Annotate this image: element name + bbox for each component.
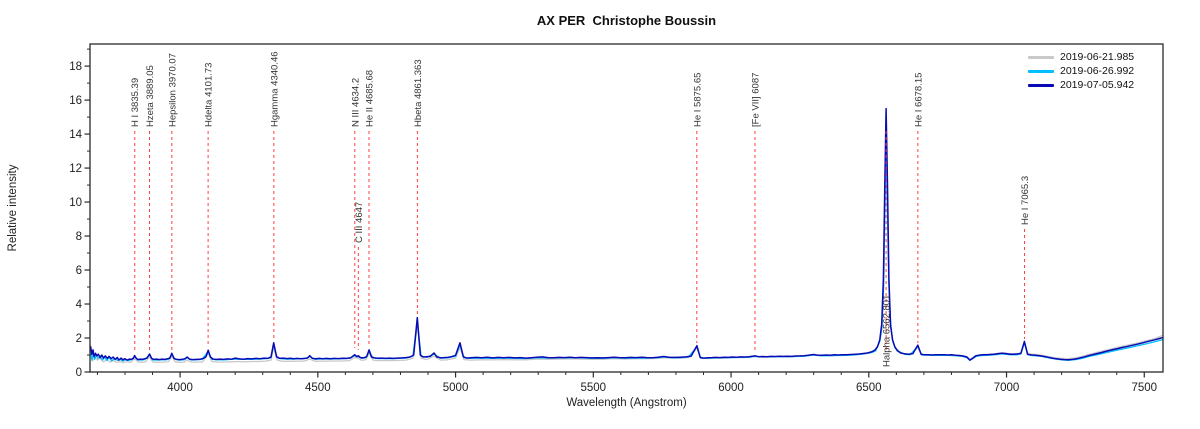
axis-frame [89, 43, 1164, 373]
y-axis-label: Relative intensity [7, 164, 19, 252]
spectral-line-label: N III 4634.2 [350, 78, 361, 127]
y-tick-label: 6 [76, 265, 82, 277]
spectral-line-label: He I 5875.65 [692, 73, 703, 127]
legend-item: 2019-07-05.942 [1028, 78, 1134, 92]
spectral-line-label: H I 3835.39 [130, 78, 141, 127]
spectral-line-label: Hepsilon 3970.07 [167, 53, 178, 127]
x-tick-label: 6500 [856, 382, 882, 394]
legend-line-swatch [1028, 69, 1054, 73]
y-tick-label: 10 [69, 197, 82, 209]
y-tick-label: 4 [76, 299, 83, 311]
legend-item: 2019-06-26.992 [1028, 64, 1134, 78]
x-tick-label: 4000 [167, 382, 193, 394]
legend-label: 2019-07-05.942 [1060, 79, 1135, 91]
series-line-0 [89, 158, 1163, 364]
x-tick-label: 7500 [1131, 382, 1157, 394]
y-tick-label: 18 [69, 61, 82, 73]
x-tick-label: 7000 [994, 382, 1020, 394]
chart-title: AX PER Christophe Boussin [536, 13, 717, 28]
y-tick-label: 14 [69, 129, 82, 141]
legend-line-swatch [1028, 83, 1054, 87]
legend-item: 2019-06-21.985 [1028, 50, 1134, 64]
y-tick-label: 12 [69, 163, 82, 175]
x-tick-label: 6000 [718, 382, 744, 394]
spectral-line-label: He I 7065.3 [1020, 176, 1031, 225]
y-tick-label: 2 [76, 333, 82, 345]
spectral-line-label: Hzeta 3889.05 [145, 65, 156, 127]
spectral-line-label: C III 4647 [354, 202, 365, 243]
legend: 2019-06-21.985 2019-06-26.992 2019-07-05… [1028, 50, 1134, 92]
x-tick-label: 5000 [443, 382, 469, 394]
spectral-line-label: Hgamma 4340.46 [269, 51, 280, 127]
legend-label: 2019-06-26.992 [1060, 65, 1135, 77]
spectral-line-label: [Fe VII] 6087 [751, 73, 762, 127]
y-tick-label: 16 [69, 95, 82, 107]
legend-line-swatch [1028, 55, 1054, 59]
spectral-line-label: He II 4685.68 [364, 70, 375, 127]
series-line-1 [89, 124, 1163, 362]
x-tick-label: 5500 [581, 382, 607, 394]
y-tick-label: 8 [76, 231, 82, 243]
spectral-line-label: Halpha 6562.801 [882, 295, 893, 367]
spectral-line-label: Hbeta 4861.363 [413, 59, 424, 127]
spectral-line-label: Hdelta 4101.73 [204, 63, 215, 127]
spectral-line-label: He I 6678.15 [913, 73, 924, 127]
legend-label: 2019-06-21.985 [1060, 51, 1135, 63]
x-tick-label: 4500 [305, 382, 331, 394]
x-axis-label: Wavelength (Angstrom) [566, 397, 687, 409]
y-tick-label: 0 [76, 367, 82, 379]
series-line-2 [89, 107, 1163, 361]
